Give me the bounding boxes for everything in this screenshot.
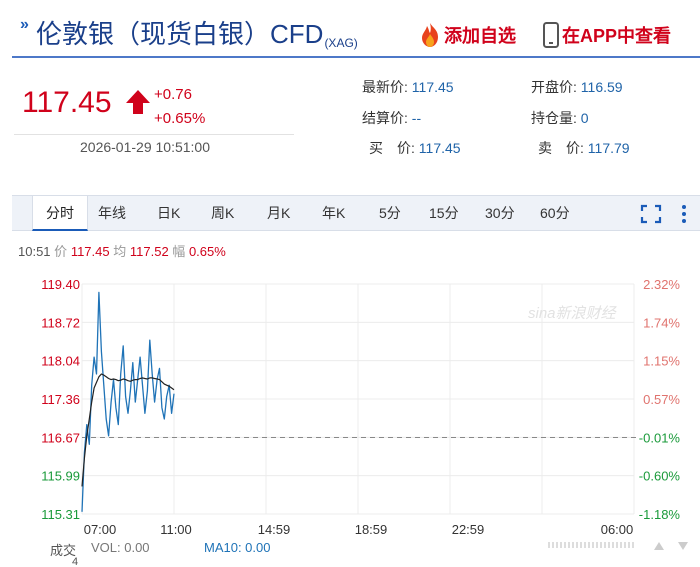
stat-bid: 买 价: 117.45 bbox=[369, 140, 461, 156]
arrow-up-icon bbox=[126, 90, 150, 114]
quote-timestamp: 2026-01-29 10:51:00 bbox=[80, 139, 210, 155]
stat-ask: 卖 价: 117.79 bbox=[538, 140, 630, 156]
tab-monthly-k[interactable]: 月K bbox=[267, 205, 291, 221]
crosshair-avg: 117.52 bbox=[129, 244, 169, 259]
y-tick-label: 115.31 bbox=[41, 507, 80, 522]
y-tick-label: 116.67 bbox=[41, 430, 80, 445]
tab-intraday[interactable]: 分时 bbox=[32, 196, 88, 231]
y-right-tick-label: -1.18% bbox=[639, 507, 681, 522]
x-tick-label: 07:00 bbox=[84, 522, 117, 537]
intraday-chart[interactable]: sina新浪财经 119.40118.72118.04117.36116.671… bbox=[0, 262, 700, 538]
chart-watermark: sina新浪财经 bbox=[528, 305, 618, 322]
view-in-app-label: 在APP中查看 bbox=[562, 26, 672, 46]
vol-value: VOL: 0.00 bbox=[91, 540, 150, 555]
tab-5min[interactable]: 5分 bbox=[379, 205, 401, 221]
instrument-code: (XAG) bbox=[324, 36, 358, 50]
price-divider bbox=[14, 134, 294, 135]
view-in-app-button[interactable]: 在APP中查看 bbox=[540, 22, 671, 48]
current-price: 117.45 bbox=[22, 86, 112, 119]
y-tick-label: 119.40 bbox=[41, 277, 80, 292]
instrument-title: 伦敦银（现货白银）CFD(XAG) bbox=[36, 19, 358, 50]
y-tick-label: 115.99 bbox=[41, 469, 80, 484]
tab-60min[interactable]: 60分 bbox=[540, 205, 570, 221]
y-axis-left: 119.40 118.72 118.04 117.36 116.67 115.99 115.… bbox=[41, 277, 80, 522]
change-value: +0.76 bbox=[154, 86, 192, 103]
scrollbar-track[interactable] bbox=[548, 541, 636, 549]
volume-digit: 4 bbox=[72, 556, 79, 567]
y-right-tick-label: 0.57% bbox=[643, 392, 680, 407]
tab-15min[interactable]: 15分 bbox=[429, 205, 459, 221]
crosshair-readout: 10:51 价 117.45 均 117.52 幅 0.65% bbox=[18, 244, 226, 259]
y-right-tick-label: -0.60% bbox=[639, 469, 681, 484]
x-tick-label: 18:59 bbox=[355, 522, 388, 537]
stat-latest: 最新价: 117.45 bbox=[362, 79, 454, 95]
y-right-tick-label: 1.74% bbox=[643, 315, 680, 330]
add-favorite-button[interactable]: 添加自选 bbox=[416, 22, 516, 48]
tab-yearly-k[interactable]: 年K bbox=[322, 205, 346, 221]
stat-settle: 结算价: -- bbox=[362, 110, 422, 126]
stat-open: 开盘价: 116.59 bbox=[531, 79, 623, 95]
stat-open-interest: 持仓量: 0 bbox=[531, 110, 589, 126]
more-options-icon[interactable] bbox=[680, 204, 688, 224]
volume-label: 成交 bbox=[50, 543, 77, 558]
title-marker: » bbox=[20, 16, 29, 33]
ma10-value: MA10: 0.00 bbox=[204, 540, 271, 555]
x-tick-label: 11:00 bbox=[160, 522, 192, 537]
x-tick-label: 14:59 bbox=[258, 522, 291, 537]
y-tick-label: 117.36 bbox=[41, 392, 80, 407]
average-line bbox=[81, 373, 175, 487]
page-header: » 伦敦银（现货白银）CFD(XAG) 添加自选 在APP中查看 bbox=[0, 0, 700, 56]
y-right-tick-label: 2.32% bbox=[643, 277, 680, 292]
y-tick-label: 118.72 bbox=[41, 315, 80, 330]
price-change: +0.76 +0.65% bbox=[154, 83, 205, 131]
header-divider bbox=[12, 56, 700, 58]
tab-weekly-k[interactable]: 周K bbox=[211, 205, 235, 221]
x-tick-label: 06:00 bbox=[601, 522, 634, 537]
y-right-tick-label: -0.01% bbox=[639, 430, 681, 445]
price-line bbox=[81, 291, 175, 512]
tab-year-line[interactable]: 年线 bbox=[98, 205, 126, 221]
tab-30min[interactable]: 30分 bbox=[485, 205, 515, 221]
scroll-up-icon[interactable] bbox=[652, 540, 666, 552]
y-right-tick-label: 1.15% bbox=[643, 354, 680, 369]
chart-lines bbox=[81, 291, 175, 512]
change-percent: +0.65% bbox=[154, 110, 206, 127]
x-tick-label: 22:59 bbox=[452, 522, 485, 537]
scroll-down-icon[interactable] bbox=[676, 540, 690, 552]
y-tick-label: 118.04 bbox=[41, 354, 80, 369]
x-axis: 07:00 11:00 14:59 18:59 22:59 06:00 bbox=[84, 522, 634, 537]
crosshair-amplitude: 0.65% bbox=[188, 244, 226, 259]
flame-icon bbox=[422, 23, 438, 47]
fullscreen-icon[interactable] bbox=[640, 204, 662, 224]
crosshair-time: 10:51 bbox=[18, 244, 51, 259]
y-axis-right: 2.32% 1.74% 1.15% 0.57% -0.01% -0.60% -1.18% bbox=[639, 277, 681, 522]
phone-icon bbox=[543, 22, 559, 48]
tab-daily-k[interactable]: 日K bbox=[157, 205, 181, 221]
crosshair-price: 117.45 bbox=[70, 244, 110, 259]
add-favorite-label: 添加自选 bbox=[444, 26, 516, 46]
period-tabs: 分时 年线 日K 周K 月K 年K 5分 15分 30分 60分 bbox=[12, 195, 700, 231]
